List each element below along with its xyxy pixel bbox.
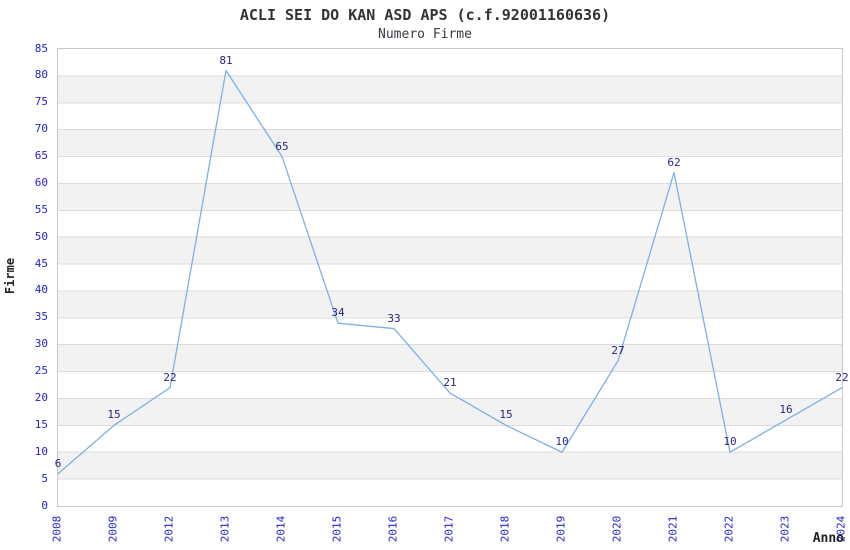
plot-band [58,425,842,453]
y-tick-label: 0 [41,498,48,512]
plot-band [58,102,842,130]
x-tick-label: 2019 [554,515,568,543]
y-tick-label: 40 [34,283,48,297]
plot-band [58,371,842,399]
y-tick-label: 20 [34,390,48,404]
x-tick-label: 2013 [218,515,232,543]
y-tick-label: 25 [34,364,48,378]
x-tick-label: 2014 [274,515,288,543]
y-tick-label: 65 [34,149,48,163]
y-tick-label: 50 [34,229,48,243]
x-tick-label: 2015 [330,515,344,543]
plot-band [58,156,842,184]
data-label: 22 [163,370,177,384]
y-tick-label: 30 [34,337,48,351]
plot-band [58,317,842,345]
x-tick-label: 2020 [610,515,624,543]
chart-subtitle: Numero Firme [378,27,472,42]
plot-band [58,479,842,506]
y-tick-label: 85 [34,41,48,55]
plot-area: 6 15 22 81 65 34 33 21 15 10 27 62 10 16 22 [54,48,849,507]
plot-band [58,129,842,157]
plot-band [58,290,842,318]
data-label: 10 [555,435,569,449]
y-tick-label: 70 [34,122,48,136]
y-tick-label: 45 [34,256,48,270]
y-tick-label: 80 [34,68,48,82]
x-tick-label: 2012 [162,515,176,543]
data-label: 22 [835,370,849,384]
data-label: 33 [387,311,401,325]
data-label: 6 [54,456,62,470]
y-tick-label: 75 [34,95,48,109]
x-tick-label: 2009 [106,515,120,543]
y-tick-label: 10 [34,444,48,458]
y-tick-label: 15 [34,417,48,431]
plot-band [58,237,842,265]
data-label: 21 [443,376,457,390]
data-label: 65 [275,139,289,153]
data-label: 16 [779,402,793,416]
data-label: 81 [219,53,233,67]
plot-band [58,398,842,426]
y-tick-label: 35 [34,310,48,324]
x-tick-label: 2016 [386,515,400,543]
series-line [57,69,843,475]
line-chart-svg [57,49,843,506]
data-label: 27 [611,343,625,357]
x-tick-label: 2008 [50,515,64,543]
x-tick-label: 2022 [722,515,736,543]
x-tick-label: 2018 [498,515,512,543]
x-axis-title: Anno [812,531,844,546]
x-tick-label: 2017 [442,515,456,543]
data-label: 62 [667,155,681,169]
data-label: 10 [723,435,737,449]
plot-band [58,210,842,238]
data-label: 34 [331,306,345,320]
plot-band [58,49,842,76]
chart-title: ACLI SEI DO KAN ASD APS (c.f.92001160636… [239,6,611,24]
y-tick-label: 5 [41,471,48,485]
plot-band [58,75,842,103]
x-tick-label: 2023 [778,515,792,543]
data-label: 15 [107,408,121,422]
y-tick-label: 60 [34,175,48,189]
plot-band [58,264,842,291]
plot-band [58,452,842,480]
y-tick-label: 55 [34,202,48,216]
plot-band [58,183,842,211]
x-tick-label: 2021 [666,515,680,543]
data-label: 15 [499,408,513,422]
